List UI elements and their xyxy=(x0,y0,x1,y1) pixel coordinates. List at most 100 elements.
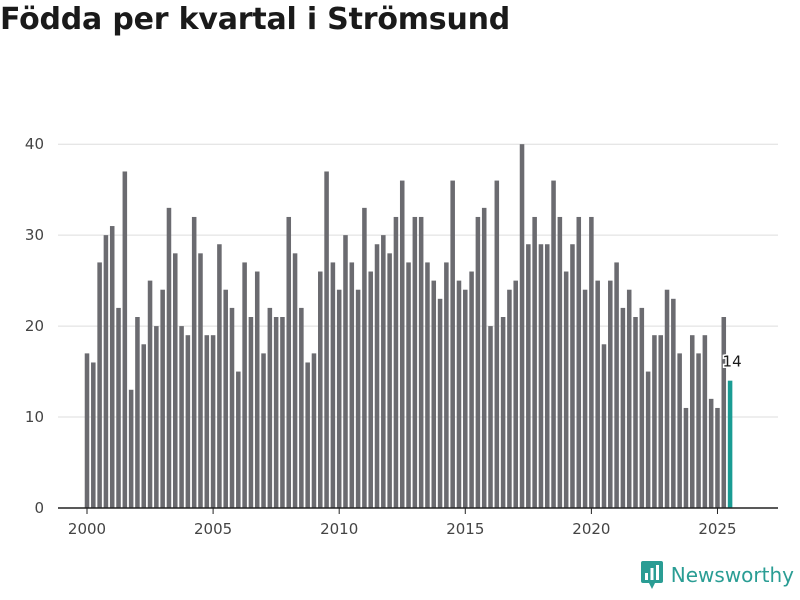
bar xyxy=(475,216,481,508)
bar xyxy=(463,289,468,508)
bar xyxy=(210,335,216,508)
bar xyxy=(538,244,544,508)
bar xyxy=(481,207,487,508)
bar xyxy=(614,262,619,508)
bar xyxy=(299,307,304,508)
bar xyxy=(324,171,329,508)
bar xyxy=(135,317,140,508)
bar xyxy=(84,353,90,508)
bar xyxy=(261,353,266,508)
bar xyxy=(500,317,506,508)
bar xyxy=(437,298,443,508)
bar xyxy=(374,244,380,508)
y-tick-label: 10 xyxy=(25,408,44,426)
bar xyxy=(608,280,613,508)
bar xyxy=(677,353,682,508)
bar xyxy=(519,144,525,508)
bar xyxy=(639,307,645,508)
bar xyxy=(286,216,292,508)
grid-lines xyxy=(58,143,778,418)
bar xyxy=(185,335,191,508)
bar xyxy=(418,216,424,508)
bar xyxy=(715,407,720,508)
bar xyxy=(128,389,134,508)
y-tick-label: 0 xyxy=(34,499,44,517)
bar xyxy=(658,335,664,508)
bar xyxy=(280,317,285,508)
bar xyxy=(683,407,689,508)
bar xyxy=(236,371,241,508)
bar xyxy=(217,244,222,508)
bar xyxy=(507,289,512,508)
bar xyxy=(633,317,638,508)
brand-name: Newsworthy xyxy=(670,563,794,587)
bar xyxy=(696,353,701,508)
x-tick-label: 2020 xyxy=(572,520,610,538)
bar xyxy=(595,280,600,508)
y-axis-ticks: 0 10 20 30 40 xyxy=(25,135,44,517)
bar xyxy=(551,180,556,509)
bar xyxy=(708,398,714,508)
bar xyxy=(305,362,310,508)
bar xyxy=(589,216,594,508)
bar xyxy=(330,262,336,508)
brand-logo[interactable]: Newsworthy xyxy=(640,560,794,590)
bar xyxy=(141,344,147,508)
bar xyxy=(267,307,273,508)
bar xyxy=(368,271,373,508)
bar xyxy=(273,317,279,508)
bar xyxy=(116,307,121,508)
bar xyxy=(248,317,254,508)
x-tick-label: 2000 xyxy=(68,520,106,538)
bar xyxy=(626,289,632,508)
bar xyxy=(223,289,228,508)
x-axis: 2000 2005 2010 2015 2020 2025 xyxy=(58,507,778,538)
bar xyxy=(544,244,550,508)
y-tick-label: 30 xyxy=(25,226,44,244)
bar xyxy=(349,262,355,508)
bar xyxy=(122,171,128,508)
bar xyxy=(645,371,651,508)
bar xyxy=(254,271,260,508)
chart-title: Födda per kvartal i Strömsund xyxy=(0,2,511,37)
bar xyxy=(336,289,342,508)
x-tick-label: 2005 xyxy=(194,520,232,538)
last-value-label: 14 xyxy=(723,353,742,371)
bar xyxy=(166,207,172,508)
bar xyxy=(381,235,386,508)
bar xyxy=(191,216,197,508)
data-labels: 14 xyxy=(721,351,743,372)
bar xyxy=(469,271,474,508)
x-tick-label: 2025 xyxy=(698,520,736,538)
bar xyxy=(362,207,367,508)
bar xyxy=(721,317,727,508)
bar xyxy=(292,253,298,508)
bar xyxy=(576,216,582,508)
bar xyxy=(526,244,531,508)
bar-chart-badge-icon xyxy=(640,561,663,589)
bar xyxy=(689,335,695,508)
bar xyxy=(412,216,418,508)
bar xyxy=(456,280,462,508)
bar xyxy=(109,226,115,509)
bar xyxy=(399,180,405,509)
bar xyxy=(444,262,449,508)
bar xyxy=(229,307,235,508)
bar xyxy=(702,335,708,508)
bar xyxy=(431,280,437,508)
bar xyxy=(494,180,500,509)
bar xyxy=(582,289,588,508)
bar xyxy=(488,326,493,508)
y-tick-label: 40 xyxy=(25,135,44,153)
bar xyxy=(91,362,96,508)
bar xyxy=(198,253,203,508)
bar xyxy=(393,216,399,508)
bar xyxy=(563,271,569,508)
bar xyxy=(652,335,657,508)
bar xyxy=(406,262,411,508)
bar xyxy=(450,180,455,509)
bar xyxy=(172,253,178,508)
bar xyxy=(103,235,109,508)
bar xyxy=(355,289,361,508)
